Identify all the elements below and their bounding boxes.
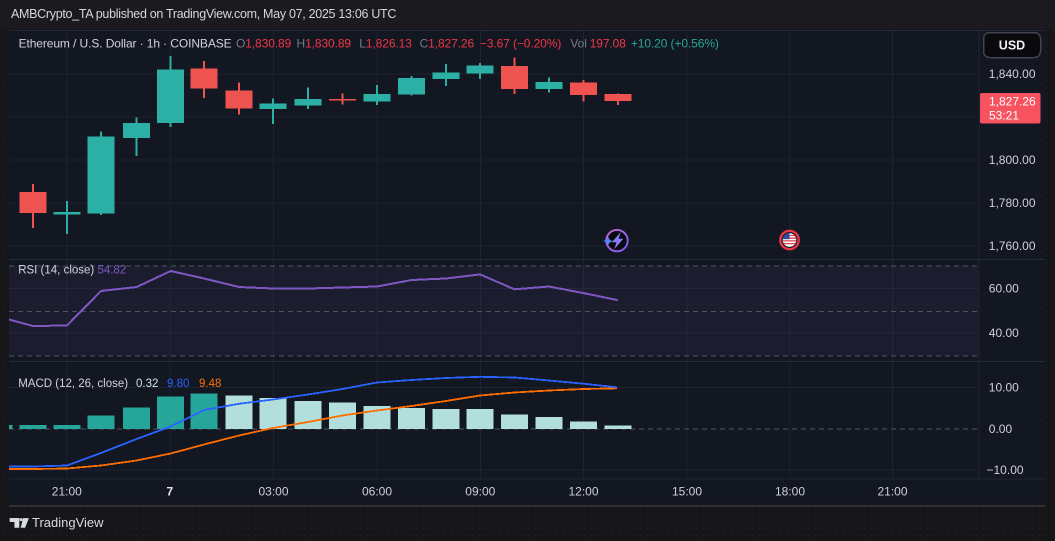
- svg-text:1,827.26: 1,827.26: [989, 95, 1036, 109]
- svg-text:0.32: 0.32: [136, 378, 158, 390]
- svg-text:7: 7: [166, 485, 173, 499]
- svg-text:09:00: 09:00: [465, 485, 495, 499]
- svg-text:Ethereum / U.S. Dollar · 1h ·: Ethereum / U.S. Dollar · 1h · COINBASE: [19, 37, 232, 51]
- svg-text:Vol: Vol: [570, 37, 586, 51]
- svg-text:21:00: 21:00: [52, 485, 82, 499]
- svg-text:18:00: 18:00: [775, 485, 805, 499]
- svg-text:C1,827.26: C1,827.26: [420, 37, 475, 51]
- svg-text:10.00: 10.00: [989, 380, 1019, 394]
- svg-text:9.48: 9.48: [199, 378, 221, 390]
- svg-text:O1,830.89: O1,830.89: [236, 37, 292, 51]
- svg-text:12:00: 12:00: [568, 485, 598, 499]
- svg-text:53:21: 53:21: [989, 109, 1019, 123]
- svg-text:−10.00: −10.00: [987, 463, 1024, 477]
- svg-text:0.00: 0.00: [989, 422, 1013, 436]
- svg-text:21:00: 21:00: [877, 485, 907, 499]
- svg-text:1,800.00: 1,800.00: [989, 153, 1036, 167]
- svg-text:03:00: 03:00: [258, 485, 288, 499]
- svg-text:MACD (12, 26, close): MACD (12, 26, close): [18, 378, 128, 390]
- svg-text:9.80: 9.80: [167, 378, 189, 390]
- svg-text:−3.67 (−0.20%): −3.67 (−0.20%): [480, 37, 561, 51]
- svg-text:1,780.00: 1,780.00: [989, 196, 1036, 210]
- svg-text:1,760.00: 1,760.00: [989, 239, 1036, 253]
- svg-text:1,840.00: 1,840.00: [989, 67, 1036, 81]
- svg-text:15:00: 15:00: [672, 485, 702, 499]
- svg-text:L1,826.13: L1,826.13: [359, 37, 412, 51]
- svg-text:197.08: 197.08: [590, 37, 627, 51]
- svg-text:USD: USD: [999, 39, 1025, 53]
- svg-text:H1,830.89: H1,830.89: [297, 37, 352, 51]
- svg-text:RSI (14, close) 54.82: RSI (14, close) 54.82: [18, 265, 126, 277]
- svg-text:60.00: 60.00: [989, 282, 1019, 296]
- svg-text:06:00: 06:00: [362, 485, 392, 499]
- svg-text:40.00: 40.00: [989, 326, 1019, 340]
- svg-text:+10.20 (+0.56%): +10.20 (+0.56%): [631, 37, 719, 51]
